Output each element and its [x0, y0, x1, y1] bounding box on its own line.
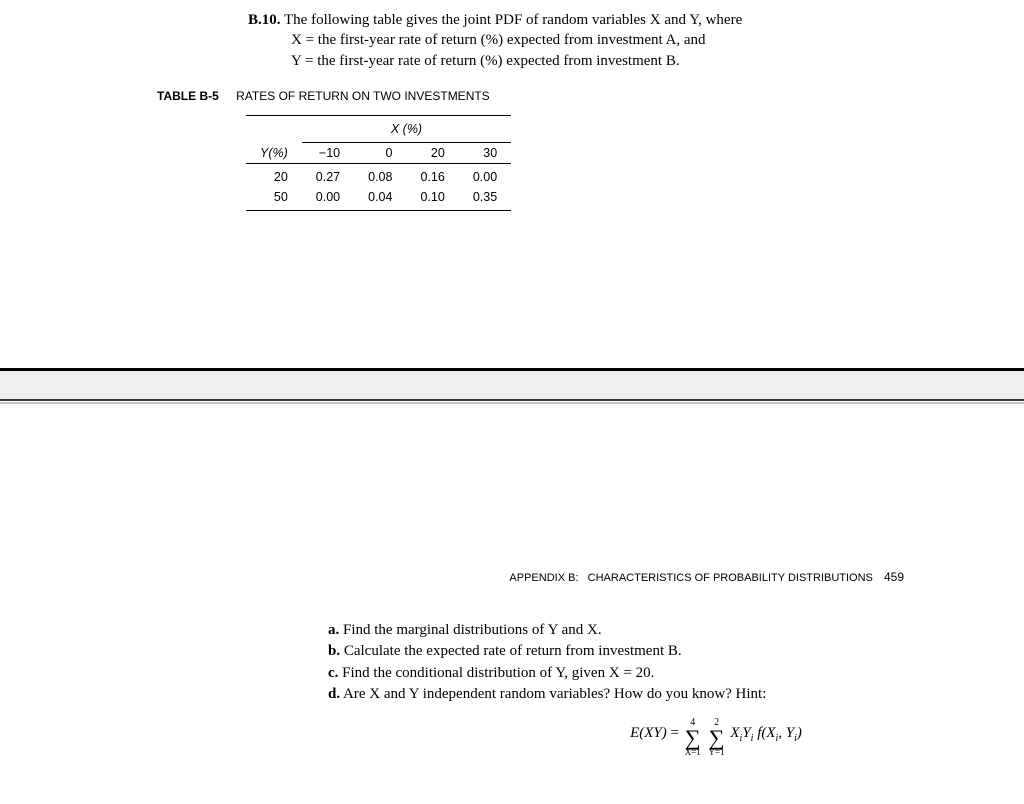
- formula-lhs: E(XY): [630, 725, 667, 741]
- cell: 0.10: [406, 187, 458, 211]
- question-text: Find the marginal distributions of Y and…: [343, 622, 602, 638]
- table-caption-row: TABLE B-5 RATES OF RETURN ON TWO INVESTM…: [157, 89, 1024, 103]
- problem-statement: B.10. The following table gives the join…: [248, 10, 904, 71]
- problem-number: B.10.: [248, 12, 281, 28]
- cell: 0.04: [354, 187, 406, 211]
- question-label: a.: [328, 622, 339, 638]
- question-label: d.: [328, 686, 340, 702]
- sigma-icon: ∑: [709, 728, 725, 748]
- definition-x: X = the first-year rate of return (%) ex…: [291, 30, 904, 50]
- cell: 0.16: [406, 163, 458, 187]
- question-b: b. Calculate the expected rate of return…: [328, 641, 904, 661]
- problem-intro: The following table gives the joint PDF …: [284, 12, 742, 28]
- page-break-divider: [0, 368, 1024, 404]
- x-col-3: 30: [459, 142, 511, 163]
- appendix-title: CHARACTERISTICS OF PROBABILITY DISTRIBUT…: [588, 572, 873, 584]
- divider-line-light: [0, 402, 1024, 404]
- page-top-section: B.10. The following table gives the join…: [0, 10, 1024, 211]
- question-text: Are X and Y independent random variables…: [343, 686, 766, 702]
- x-col-1: 0: [354, 142, 406, 163]
- divider-line-dark: [0, 399, 1024, 401]
- question-text: Calculate the expected rate of return fr…: [344, 643, 682, 659]
- page-number: 459: [884, 570, 904, 584]
- exy-formula: E(XY) = 4 ∑ X=1 2 ∑ Y=1 XiYi f(Xi, Yi): [528, 714, 904, 753]
- x-col-0: −10: [302, 142, 354, 163]
- sub-questions: a. Find the marginal distributions of Y …: [328, 620, 904, 753]
- table-label: TABLE B-5: [157, 89, 219, 103]
- formula-rhs: XiYi f(Xi, Yi): [730, 725, 802, 741]
- table-row: 50 0.00 0.04 0.10 0.35: [246, 187, 511, 211]
- question-c: c. Find the conditional distribution of …: [328, 663, 904, 683]
- appendix-prefix: APPENDIX B:: [509, 572, 578, 584]
- question-d: d. Are X and Y independent random variab…: [328, 684, 904, 704]
- sum2-lower: Y=1: [709, 748, 725, 757]
- joint-pdf-table: X (%) Y(%) −10 0 20 30 20 0.27 0.08 0.16…: [246, 115, 511, 211]
- cell: 0.08: [354, 163, 406, 187]
- question-label: b.: [328, 643, 340, 659]
- table-title: RATES OF RETURN ON TWO INVESTMENTS: [236, 89, 490, 103]
- cell: 0.00: [459, 163, 511, 187]
- sum-outer: 4 ∑ X=1: [685, 718, 701, 757]
- y-value-0: 20: [246, 163, 302, 187]
- definition-y: Y = the first-year rate of return (%) ex…: [291, 51, 904, 71]
- divider-gap: [0, 371, 1024, 399]
- x-super-header: X (%): [302, 115, 511, 142]
- table-row: 20 0.27 0.08 0.16 0.00: [246, 163, 511, 187]
- cell: 0.00: [302, 187, 354, 211]
- question-a: a. Find the marginal distributions of Y …: [328, 620, 904, 640]
- cell: 0.27: [302, 163, 354, 187]
- question-label: c.: [328, 665, 338, 681]
- y-value-1: 50: [246, 187, 302, 211]
- question-text: Find the conditional distribution of Y, …: [342, 665, 654, 681]
- sum1-lower: X=1: [685, 748, 701, 757]
- cell: 0.35: [459, 187, 511, 211]
- sum-inner: 2 ∑ Y=1: [709, 718, 725, 757]
- x-col-2: 20: [406, 142, 458, 163]
- y-header: Y(%): [246, 142, 302, 163]
- table-blank-corner: [246, 115, 302, 142]
- running-header: APPENDIX B: CHARACTERISTICS OF PROBABILI…: [0, 570, 904, 584]
- page-bottom-section: APPENDIX B: CHARACTERISTICS OF PROBABILI…: [0, 570, 1024, 753]
- sigma-icon: ∑: [685, 728, 701, 748]
